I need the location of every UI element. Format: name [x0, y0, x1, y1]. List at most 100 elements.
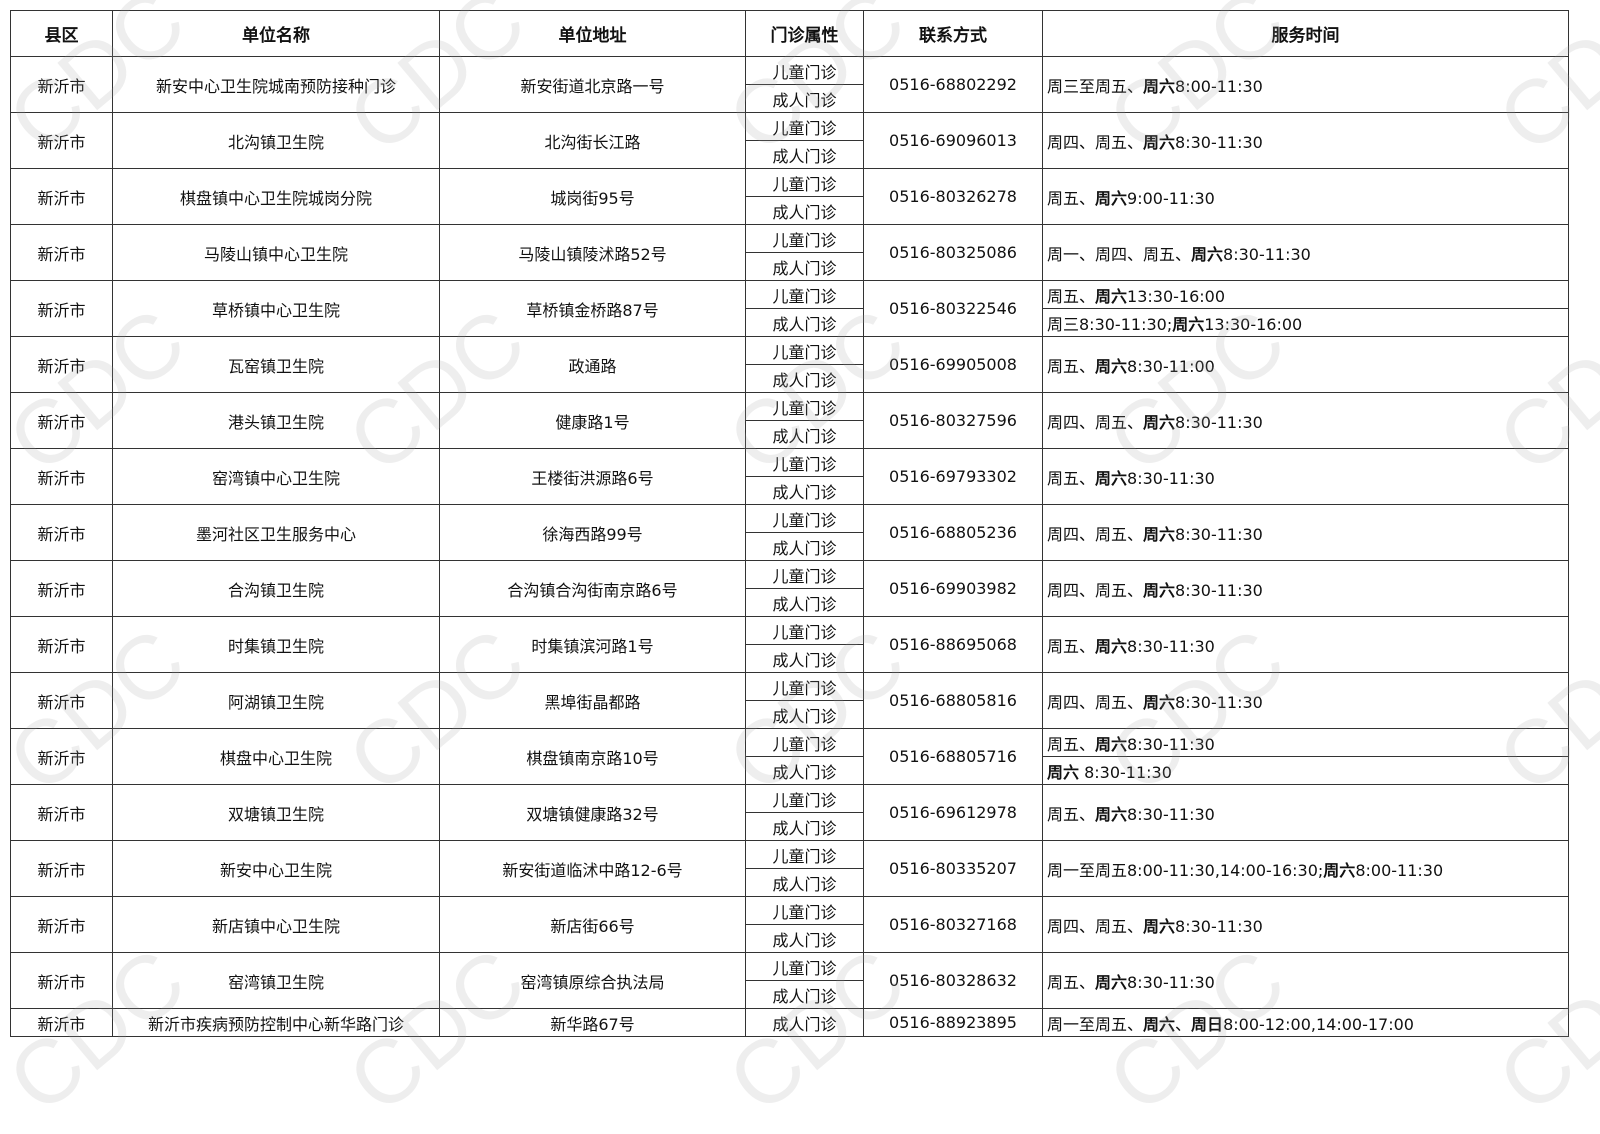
service-time-text: 周六 [1143, 524, 1176, 544]
address-cell: 合沟镇合沟街南京路6号 [439, 560, 746, 617]
table-row-sub: 成人门诊 [11, 700, 1569, 729]
contact-cell: 0516-68805816 [863, 672, 1043, 729]
service-time-cell: 周四、周五、周六8:30-11:30 [1042, 672, 1569, 729]
unit-name-cell: 棋盘镇中心卫生院城岗分院 [112, 168, 440, 225]
service-time-text: 周六 [1095, 356, 1128, 376]
address-cell: 草桥镇金桥路87号 [439, 280, 746, 337]
contact-cell: 0516-69905008 [863, 336, 1043, 393]
contact-cell: 0516-80322546 [863, 280, 1043, 337]
service-time-text: 周六 [1143, 692, 1176, 712]
clinic-type-child: 儿童门诊 [745, 504, 864, 533]
unit-name-cell: 草桥镇中心卫生院 [112, 280, 440, 337]
address-cell: 新店街66号 [439, 896, 746, 953]
table-row-sub: 成人门诊 [11, 252, 1569, 281]
clinic-type-adult: 成人门诊 [745, 84, 864, 113]
unit-name-cell: 新店镇中心卫生院 [112, 896, 440, 953]
service-time-text: 8:00-12:00,14:00-17:00 [1223, 1014, 1414, 1034]
district-cell: 新沂市 [10, 840, 113, 897]
district-cell: 新沂市 [10, 336, 113, 393]
service-time-text: 周六 [1095, 734, 1128, 754]
clinic-type-child: 儿童门诊 [745, 896, 864, 925]
header-district: 县区 [10, 10, 113, 57]
service-time-text: 周五、 [1047, 188, 1096, 208]
unit-name-cell: 窑湾镇卫生院 [112, 952, 440, 1009]
clinic-type-adult: 成人门诊 [745, 420, 864, 449]
service-time-text: 8:30-11:30 [1175, 524, 1263, 544]
clinic-type-child: 儿童门诊 [745, 224, 864, 253]
clinic-type-child: 儿童门诊 [745, 728, 864, 757]
service-time-cell: 周一至周五8:00-11:30,14:00-16:30;周六8:00-11:30 [1042, 840, 1569, 897]
unit-name-cell: 棋盘中心卫生院 [112, 728, 440, 785]
service-time-text: 周三8:30-11:30; [1047, 314, 1173, 334]
service-time-text: 周六 [1143, 1014, 1176, 1034]
clinic-type-child: 儿童门诊 [745, 952, 864, 981]
contact-cell: 0516-80328632 [863, 952, 1043, 1009]
district-cell: 新沂市 [10, 280, 113, 337]
district-cell: 新沂市 [10, 504, 113, 561]
address-cell: 新安街道临沭中路12-6号 [439, 840, 746, 897]
service-time-cell: 周五、周六8:30-11:30 [1042, 448, 1569, 505]
table-row-sub: 成人门诊 [11, 364, 1569, 393]
header-unit-name: 单位名称 [112, 10, 440, 57]
service-time-text: 周六 [1095, 468, 1128, 488]
clinic-type-adult: 成人门诊 [745, 980, 864, 1009]
service-time-text: 周六 [1191, 244, 1224, 264]
unit-name-cell: 新沂市疾病预防控制中心新华路门诊 [112, 1008, 440, 1037]
clinic-type-adult: 成人门诊 [745, 644, 864, 673]
clinic-type-adult: 成人门诊 [745, 1008, 864, 1037]
table-row: 新沂市 北沟镇卫生院 北沟街长江路 儿童门诊 0516-69096013 周四、周五、周六… [10, 112, 1569, 169]
table-row: 新沂市 窑湾镇中心卫生院 王楼街洪源路6号 儿童门诊 0516-69793302 周五、周… [10, 448, 1569, 505]
service-time-cell-adult: 周六 8:30-11:30 [1042, 756, 1569, 785]
table-row: 新沂市 双塘镇卫生院 双塘镇健康路32号 儿童门诊 0516-69612978 周五、周六… [10, 784, 1569, 841]
clinic-type-adult: 成人门诊 [745, 308, 864, 337]
clinic-type-adult: 成人门诊 [745, 588, 864, 617]
district-cell: 新沂市 [10, 896, 113, 953]
address-cell: 黑埠街晶都路 [439, 672, 746, 729]
service-time-cell-adult: 周三8:30-11:30;周六13:30-16:00 [1042, 308, 1569, 337]
service-time-text: 13:30-16:00 [1127, 286, 1226, 306]
address-cell: 城岗街95号 [439, 168, 746, 225]
clinic-type-adult: 成人门诊 [745, 140, 864, 169]
service-time-text: 8:30-11:00 [1127, 356, 1215, 376]
table-row: 新沂市 棋盘镇中心卫生院城岗分院 城岗街95号 儿童门诊 0516-80326278 周五… [10, 168, 1569, 225]
service-time-text: 8:30-11:30 [1175, 412, 1263, 432]
service-time-text: 周五、 [1047, 972, 1096, 992]
header-row: 县区 单位名称 单位地址 门诊属性 联系方式 服务时间 [10, 10, 1569, 57]
address-cell: 徐海西路99号 [439, 504, 746, 561]
service-time-text: 8:30-11:30 [1127, 636, 1215, 656]
service-time-cell: 周五、周六8:30-11:30 [1042, 784, 1569, 841]
clinic-type-child: 儿童门诊 [745, 784, 864, 813]
unit-name-cell: 北沟镇卫生院 [112, 112, 440, 169]
district-cell: 新沂市 [10, 672, 113, 729]
unit-name-cell: 墨河社区卫生服务中心 [112, 504, 440, 561]
contact-cell: 0516-69096013 [863, 112, 1043, 169]
service-time-cell: 周四、周五、周六8:30-11:30 [1042, 504, 1569, 561]
clinic-type-adult: 成人门诊 [745, 700, 864, 729]
contact-cell: 0516-88923895 [863, 1008, 1043, 1037]
contact-cell: 0516-88695068 [863, 616, 1043, 673]
service-time-text: 8:30-11:30 [1223, 244, 1311, 264]
contact-cell: 0516-80325086 [863, 224, 1043, 281]
district-cell: 新沂市 [10, 616, 113, 673]
clinic-type-adult: 成人门诊 [745, 476, 864, 505]
address-cell: 王楼街洪源路6号 [439, 448, 746, 505]
district-cell: 新沂市 [10, 728, 113, 785]
clinic-type-child: 儿童门诊 [745, 392, 864, 421]
district-cell: 新沂市 [10, 56, 113, 113]
service-time-text: 周六 [1095, 804, 1128, 824]
table-row-sub: 成人门诊 周三8:30-11:30;周六13:30-16:00 [11, 308, 1569, 337]
service-time-text: 8:30-11:30 [1127, 972, 1215, 992]
contact-cell: 0516-68805716 [863, 728, 1043, 785]
table-row: 新沂市 新安中心卫生院 新安街道临沭中路12-6号 儿童门诊 0516-80335207… [10, 840, 1569, 897]
unit-name-cell: 阿湖镇卫生院 [112, 672, 440, 729]
unit-name-cell: 马陵山镇中心卫生院 [112, 224, 440, 281]
service-time-text: 8:30-11:30 [1127, 804, 1215, 824]
service-time-text: 周四、周五、 [1047, 132, 1144, 152]
clinic-type-child: 儿童门诊 [745, 672, 864, 701]
service-time-cell: 周四、周五、周六8:30-11:30 [1042, 392, 1569, 449]
service-time-text: 周一至周五8:00-11:30,14:00-16:30; [1047, 860, 1324, 880]
address-cell: 窑湾镇原综合执法局 [439, 952, 746, 1009]
table-row-sub: 成人门诊 [11, 868, 1569, 897]
district-cell: 新沂市 [10, 448, 113, 505]
unit-name-cell: 港头镇卫生院 [112, 392, 440, 449]
